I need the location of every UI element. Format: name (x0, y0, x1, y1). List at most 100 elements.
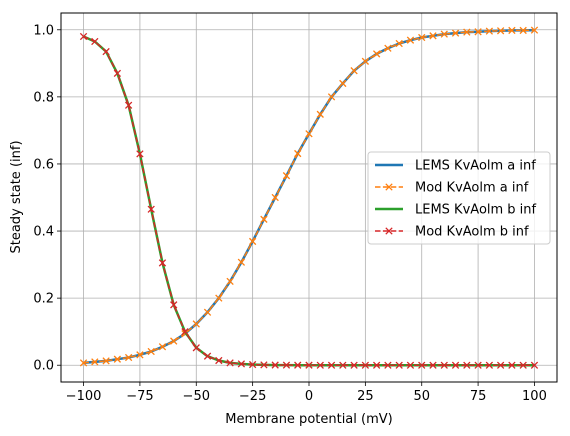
data-point (170, 301, 178, 309)
data-point (147, 347, 155, 356)
data-point (305, 361, 313, 369)
data-point (316, 110, 324, 118)
data-point (260, 215, 268, 223)
data-point (237, 258, 246, 266)
y-axis-label: Steady state (inf) (9, 140, 24, 253)
y-tick-label: 0.4 (33, 225, 54, 240)
data-point (406, 361, 415, 369)
data-point (463, 28, 471, 36)
x-tick-label: 0 (305, 389, 313, 404)
data-point (496, 27, 505, 35)
data-point (136, 150, 144, 158)
data-point (91, 358, 99, 366)
plot-series (79, 26, 539, 369)
legend-entry: Mod KvAolm b inf (375, 225, 529, 240)
data-point (350, 67, 358, 75)
data-point (271, 193, 279, 202)
data-point (429, 361, 437, 369)
y-tick-label: 0.2 (33, 292, 54, 307)
data-point (248, 237, 257, 246)
x-tick-label: −100 (66, 389, 102, 404)
data-point (440, 30, 448, 38)
data-point (372, 50, 381, 58)
data-point (474, 28, 482, 36)
legend-entry: LEMS KvAolm b inf (375, 203, 537, 218)
data-point (316, 361, 324, 369)
data-point (327, 93, 336, 101)
data-point (158, 259, 167, 267)
data-point (496, 361, 505, 369)
data-point (215, 294, 223, 302)
data-point (372, 361, 381, 369)
data-point (192, 344, 200, 352)
data-point (91, 37, 99, 46)
legend-label: Mod KvAolm b inf (415, 225, 529, 240)
data-point (136, 351, 144, 359)
data-point (79, 359, 88, 367)
data-point (237, 360, 246, 368)
data-point (350, 361, 358, 369)
y-tick-label: 1.0 (33, 23, 54, 38)
data-point (282, 361, 291, 369)
data-point (203, 308, 212, 316)
data-point (519, 26, 527, 35)
data-point (508, 26, 516, 35)
x-tick-label: 100 (522, 389, 547, 404)
data-point (226, 277, 234, 286)
data-point (508, 361, 516, 369)
data-point (418, 361, 426, 369)
data-point (192, 320, 200, 328)
data-point (79, 32, 88, 41)
x-tick-label: −25 (239, 389, 266, 404)
data-point (339, 79, 347, 88)
data-point (384, 44, 392, 52)
data-point (361, 57, 370, 65)
data-point (463, 361, 471, 369)
data-point (294, 361, 302, 369)
data-point (294, 149, 302, 158)
data-point (429, 32, 437, 40)
legend-marker (385, 227, 393, 235)
legend-entry: LEMS KvAolm a inf (375, 159, 536, 174)
data-point (226, 359, 234, 367)
data-point (158, 343, 167, 351)
x-tick-label: 75 (470, 389, 487, 404)
data-point (271, 361, 279, 369)
data-point (440, 361, 448, 369)
data-point (170, 337, 178, 345)
data-point (418, 33, 426, 42)
x-axis-label: Membrane potential (mV) (225, 412, 392, 427)
legend-marker (385, 183, 393, 191)
data-point (124, 353, 133, 362)
legend-entry: Mod KvAolm a inf (375, 181, 529, 196)
data-point (102, 357, 110, 365)
data-point (451, 29, 460, 37)
x-tick-label: 50 (413, 389, 430, 404)
data-point (406, 36, 415, 44)
legend-label: LEMS KvAolm b inf (415, 203, 537, 218)
data-point (260, 361, 268, 369)
data-point (530, 361, 539, 369)
data-point (181, 328, 189, 336)
data-point (451, 361, 460, 369)
data-point (113, 355, 122, 363)
data-point (305, 130, 313, 138)
data-point (203, 352, 212, 360)
legend-label: LEMS KvAolm a inf (415, 159, 536, 174)
data-point (124, 101, 133, 109)
y-tick-label: 0.0 (33, 359, 54, 374)
x-tick-label: −50 (183, 389, 210, 404)
data-point (485, 27, 494, 35)
data-point (102, 47, 110, 56)
data-point (282, 172, 291, 180)
data-point (485, 361, 494, 369)
data-point (395, 39, 403, 48)
legend-entries: LEMS KvAolm a inf Mod KvAolm a inf LEMS Kv… (375, 159, 537, 240)
data-point (339, 361, 347, 369)
data-point (530, 26, 539, 34)
x-tick-label: 25 (357, 389, 374, 404)
data-point (215, 356, 223, 365)
data-point (147, 205, 155, 213)
x-tick-label: −75 (126, 389, 153, 404)
